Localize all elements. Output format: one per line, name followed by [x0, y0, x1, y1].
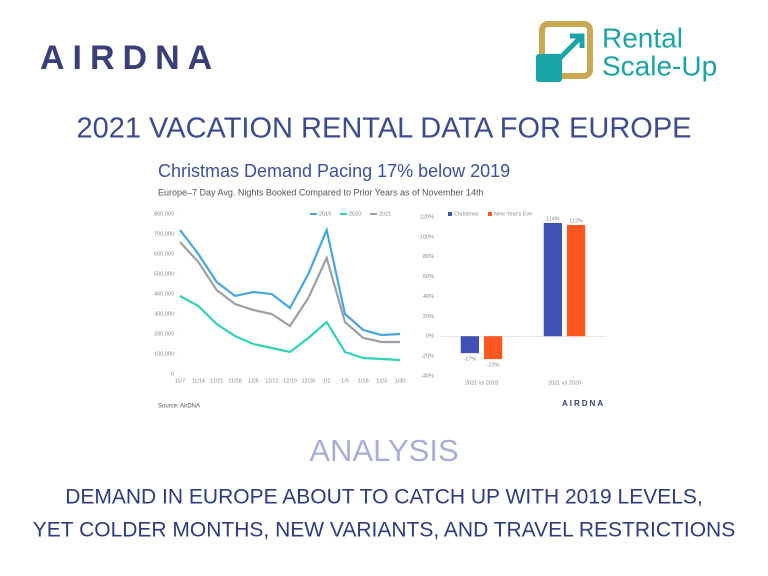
value-label: -17% — [463, 357, 476, 363]
bar — [543, 222, 562, 337]
x-tick-label: 11/14 — [192, 378, 205, 384]
source: Source: AirDNA — [158, 404, 200, 410]
legend-swatch — [448, 212, 452, 216]
y-tick-label: 800,000 — [154, 211, 174, 217]
legend-label: 2020 — [349, 211, 361, 217]
x-tick-label: 12/19 — [283, 378, 297, 384]
legend-label: Christmas — [454, 211, 479, 217]
x-tick-label: 11/7 — [175, 378, 185, 384]
y-tick-label: 40% — [423, 294, 434, 300]
legend-label: 2019 — [319, 211, 331, 217]
partner-logo: Rental — [602, 22, 683, 53]
y-tick-label: 300,000 — [154, 311, 174, 317]
y-tick-label: 200,000 — [154, 331, 174, 337]
watermark: AIRDNA — [562, 399, 605, 408]
x-tick-label: 12/5 — [248, 378, 259, 384]
partner-icon — [536, 21, 593, 82]
line — [179, 241, 400, 344]
bar — [460, 336, 479, 354]
y-tick-label: -40% — [421, 373, 434, 379]
y-tick-label: 100,000 — [154, 351, 174, 357]
chart-subtitle: Europe–7 Day Avg. Nights Booked Compared… — [158, 187, 484, 197]
x-tick-label: 11/28 — [228, 378, 241, 384]
x-tick-label: 12/12 — [265, 378, 279, 384]
legend-swatch — [488, 212, 492, 216]
x-tick-label: 2021 vs 2020 — [548, 380, 581, 386]
page-title: 2021 VACATION RENTAL DATA FOR EUROPE — [76, 113, 691, 145]
y-tick-label: 20% — [423, 314, 434, 320]
analysis-line: DEMAND IN EUROPE ABOUT TO CATCH UP WITH … — [65, 486, 703, 509]
partner-logo: Scale-Up — [602, 50, 717, 81]
x-tick-label: 1/30 — [395, 378, 406, 384]
y-tick-label: 400,000 — [154, 291, 174, 297]
x-tick-label: 2021 vs 2019 — [465, 380, 498, 386]
x-tick-label: 12/26 — [301, 378, 315, 384]
x-tick-label: 1/9 — [341, 378, 349, 384]
legend-label: New Year's Eve — [494, 211, 532, 217]
chart-title: Christmas Demand Pacing 17% below 2019 — [158, 161, 510, 181]
y-tick-label: 0 — [171, 371, 174, 377]
y-tick-label: 80% — [423, 254, 434, 260]
x-tick-label: 1/2 — [323, 378, 331, 384]
bar — [484, 336, 503, 360]
y-tick-label: 600,000 — [154, 251, 174, 257]
y-tick-label: 500,000 — [154, 271, 174, 277]
y-tick-label: -20% — [421, 354, 434, 360]
legend-label: 2021 — [379, 211, 391, 217]
x-tick-label: 11/21 — [210, 378, 223, 384]
y-tick-label: 0% — [426, 334, 434, 340]
y-tick-label: 100% — [420, 234, 434, 240]
bar — [567, 224, 586, 337]
analysis-line: YET COLDER MONTHS, NEW VARIANTS, AND TRA… — [33, 519, 735, 542]
line — [179, 226, 401, 337]
value-label: 112% — [569, 218, 583, 224]
value-label: 114% — [546, 216, 560, 222]
y-tick-label: 700,000 — [154, 231, 174, 237]
x-tick-label: 1/23 — [376, 378, 387, 384]
analysis-heading: ANALYSIS — [309, 433, 458, 468]
x-tick-label: 1/16 — [358, 378, 369, 384]
y-tick-label: 120% — [420, 214, 434, 220]
line — [179, 295, 401, 362]
y-tick-label: 60% — [423, 274, 434, 280]
value-label: -23% — [487, 363, 500, 369]
airdna-logo: AIRDNA — [40, 39, 220, 77]
